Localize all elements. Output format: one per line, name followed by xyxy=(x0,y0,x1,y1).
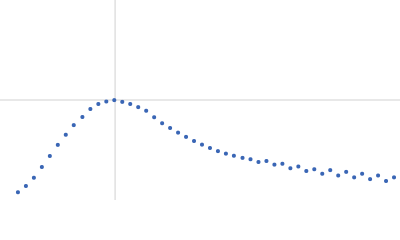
point xyxy=(352,175,357,180)
point xyxy=(207,146,212,151)
point xyxy=(55,142,60,147)
point xyxy=(96,101,101,106)
point xyxy=(47,153,52,158)
point xyxy=(80,115,85,120)
point xyxy=(312,167,317,172)
point xyxy=(31,175,36,180)
point xyxy=(144,108,149,113)
point xyxy=(376,173,381,178)
point xyxy=(120,99,125,104)
point xyxy=(192,138,197,143)
point xyxy=(368,177,373,182)
point xyxy=(88,106,93,111)
point xyxy=(15,190,20,195)
point xyxy=(231,153,236,158)
point xyxy=(184,134,189,139)
point xyxy=(248,157,253,162)
point xyxy=(128,101,133,106)
point xyxy=(104,99,109,104)
point xyxy=(160,121,165,126)
point xyxy=(392,175,397,180)
point xyxy=(296,164,301,169)
point xyxy=(199,142,204,147)
point xyxy=(256,159,261,164)
point xyxy=(264,159,269,164)
point xyxy=(215,149,220,154)
point xyxy=(272,162,277,167)
point xyxy=(63,132,68,137)
point xyxy=(336,173,341,178)
chart xyxy=(0,0,400,200)
point xyxy=(39,165,44,170)
point xyxy=(168,125,173,130)
point xyxy=(176,130,181,135)
point xyxy=(304,169,309,174)
point xyxy=(223,151,228,156)
point xyxy=(320,171,325,176)
point xyxy=(384,178,389,183)
point xyxy=(240,155,245,160)
point xyxy=(360,171,365,176)
point xyxy=(280,161,285,166)
point xyxy=(136,105,141,110)
point xyxy=(328,168,333,173)
point xyxy=(288,166,293,171)
point xyxy=(112,98,117,103)
point xyxy=(71,123,76,128)
point xyxy=(23,183,28,188)
point xyxy=(344,169,349,174)
point xyxy=(152,115,157,120)
